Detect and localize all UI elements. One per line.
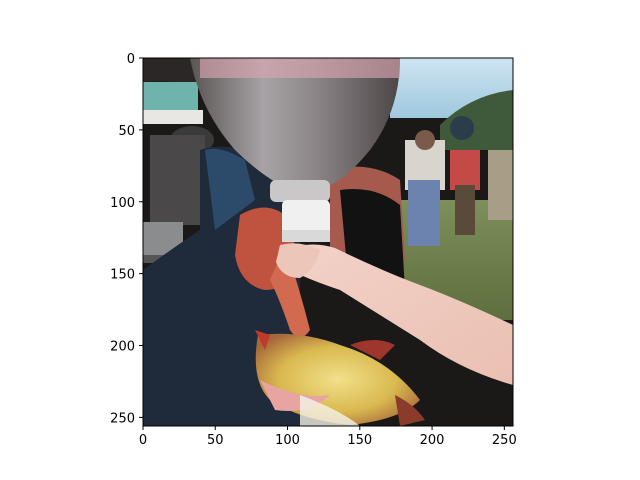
axes-frame bbox=[142, 57, 514, 427]
y-axis: 0 50 100 150 200 250 bbox=[110, 52, 143, 426]
x-axis: 0 50 100 150 200 250 bbox=[139, 426, 517, 448]
y-tick-label: 250 bbox=[110, 411, 135, 426]
x-tick-label: 150 bbox=[347, 433, 372, 448]
y-tick-label: 50 bbox=[118, 124, 135, 139]
x-tick-label: 200 bbox=[420, 433, 445, 448]
y-tick-label: 150 bbox=[110, 268, 135, 283]
x-tick-label: 250 bbox=[492, 433, 517, 448]
y-tick-label: 200 bbox=[110, 340, 135, 355]
y-tick-label: 0 bbox=[127, 52, 135, 67]
x-tick-label: 0 bbox=[139, 433, 147, 448]
y-tick-label: 100 bbox=[110, 196, 135, 211]
x-tick-label: 50 bbox=[207, 433, 224, 448]
photo-image bbox=[143, 58, 513, 426]
x-tick-label: 100 bbox=[275, 433, 300, 448]
